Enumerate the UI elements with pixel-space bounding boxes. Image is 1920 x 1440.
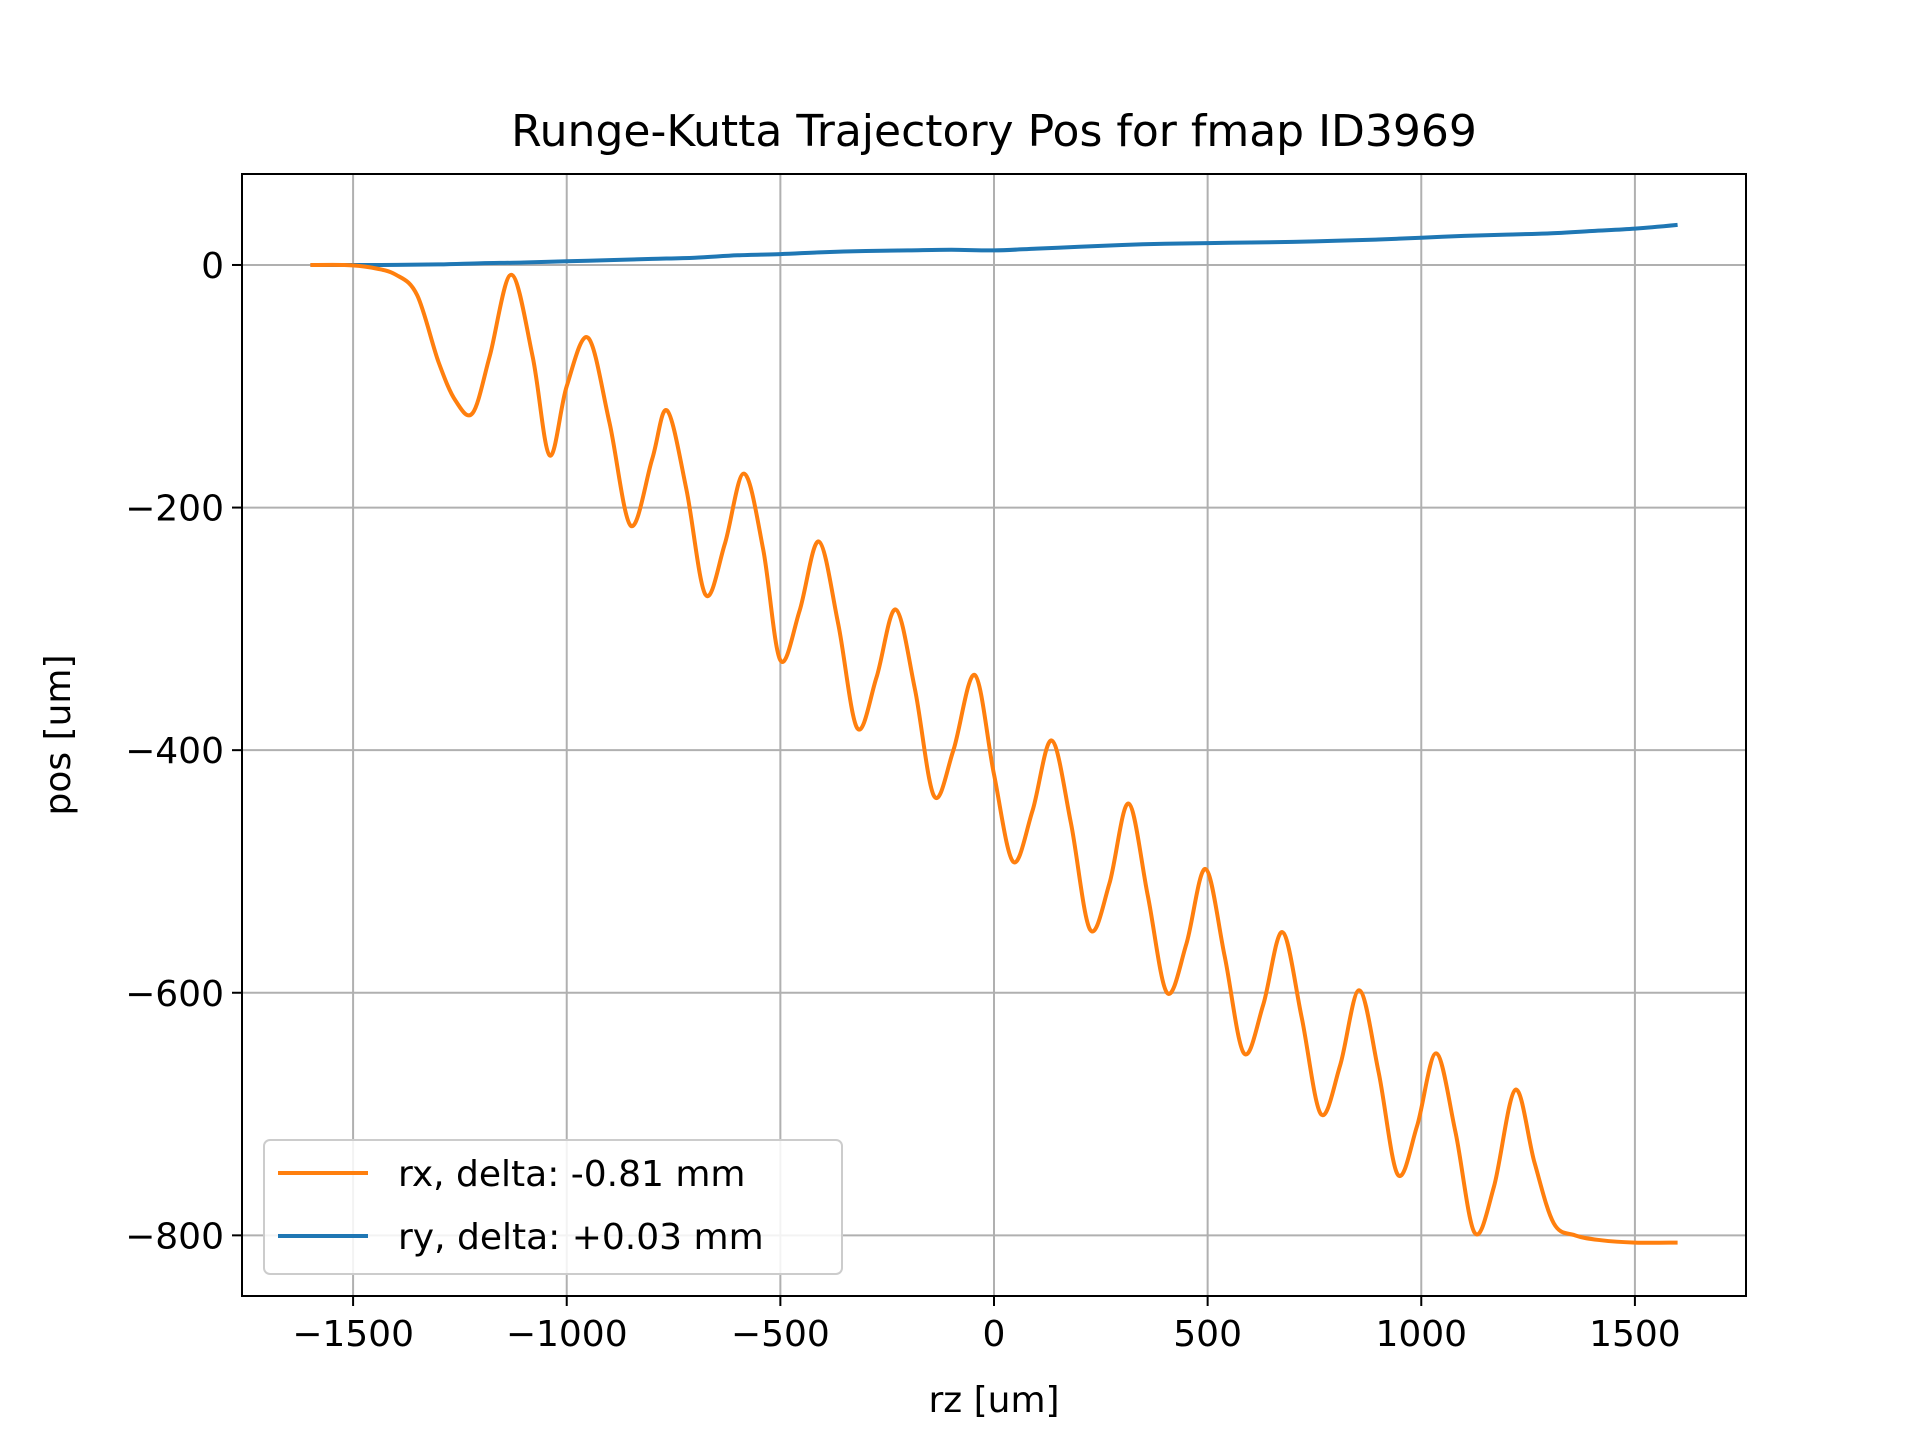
y-tick-label: −800: [125, 1216, 224, 1257]
y-tick-label: −600: [125, 974, 224, 1015]
legend-label-rx: rx, delta: -0.81 mm: [398, 1154, 746, 1195]
y-axis-label: pos [um]: [38, 654, 79, 815]
chart-title: Runge-Kutta Trajectory Pos for fmap ID39…: [511, 106, 1477, 157]
y-tick-label: 0: [201, 246, 224, 287]
y-tick-label: −200: [125, 489, 224, 530]
y-axis-ticks: 0 −200 −400 −600 −800: [125, 246, 242, 1257]
series-line-ry: [310, 222, 1678, 268]
y-tick-label: −400: [125, 731, 224, 772]
x-tick-label: 1500: [1589, 1314, 1681, 1355]
x-tick-label: 0: [983, 1314, 1006, 1355]
x-tick-label: 500: [1173, 1314, 1242, 1355]
x-axis-ticks: −1500 −1000 −500 0 500 1000 1500: [292, 1296, 1681, 1355]
x-tick-label: −500: [731, 1314, 830, 1355]
series-lines: [310, 222, 1678, 1245]
grid: [242, 174, 1746, 1296]
legend: rx, delta: -0.81 mm ry, delta: +0.03 mm: [263, 1139, 843, 1275]
x-tick-label: −1500: [292, 1314, 414, 1355]
legend-box: [263, 1139, 843, 1275]
x-axis-label: rz [um]: [928, 1380, 1059, 1421]
series-line-rx: [310, 262, 1678, 1245]
x-tick-label: 1000: [1375, 1314, 1467, 1355]
x-tick-label: −1000: [506, 1314, 628, 1355]
legend-label-ry: ry, delta: +0.03 mm: [398, 1217, 764, 1258]
